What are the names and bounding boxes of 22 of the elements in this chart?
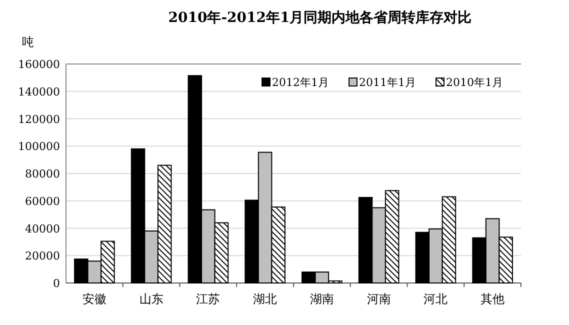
y-tick-label: 20000 bbox=[25, 250, 60, 263]
chart-title: 2010年-2012年1月同期内地各省周转库存对比 bbox=[168, 9, 472, 26]
legend-label: 2012年1月 bbox=[272, 76, 329, 89]
legend-label: 2011年1月 bbox=[359, 76, 416, 89]
x-tick-label: 江苏 bbox=[196, 292, 220, 306]
x-tick-label: 安徽 bbox=[82, 292, 106, 306]
x-tick-label: 湖南 bbox=[310, 292, 334, 306]
y-tick-label: 60000 bbox=[25, 194, 60, 208]
y-tick-label: 80000 bbox=[25, 168, 60, 180]
y-tick-label: 0 bbox=[53, 277, 60, 290]
y-tick-label: 120000 bbox=[18, 112, 60, 126]
x-tick-label: 河南 bbox=[366, 292, 391, 306]
y-tick-label: 40000 bbox=[25, 222, 60, 236]
y-axis-title: 吨 bbox=[22, 35, 34, 49]
legend-label: 2010年1月 bbox=[446, 76, 503, 89]
y-tick-label: 100000 bbox=[18, 140, 60, 154]
y-tick-label: 160000 bbox=[18, 58, 60, 71]
x-tick-label: 湖北 bbox=[253, 292, 278, 306]
x-tick-label: 其他 bbox=[480, 292, 505, 306]
x-tick-label: 河北 bbox=[424, 292, 448, 306]
y-tick-label: 140000 bbox=[18, 85, 60, 98]
x-tick-label: 山东 bbox=[139, 292, 164, 306]
